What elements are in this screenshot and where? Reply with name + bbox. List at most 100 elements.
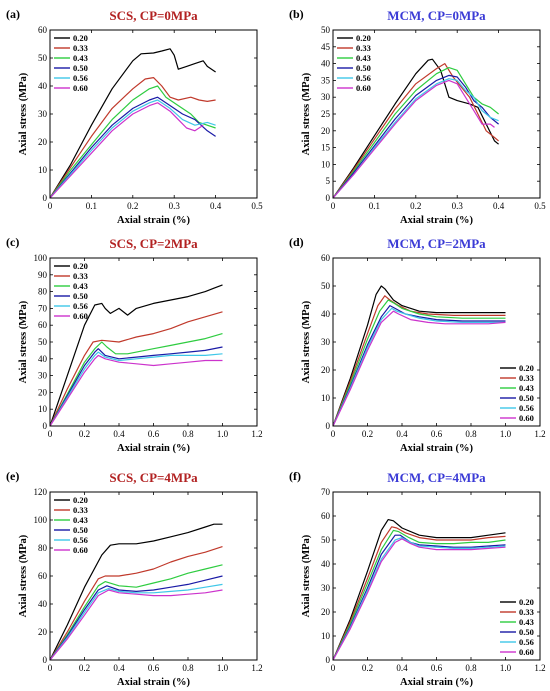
y-tick-label: 60 xyxy=(321,511,331,521)
y-tick-label: 0 xyxy=(43,193,48,203)
y-axis-label: Axial stress (MPa) xyxy=(301,72,312,155)
y-tick-label: 0 xyxy=(326,421,331,431)
series-line-0.20 xyxy=(49,48,216,199)
legend-label: 0.60 xyxy=(519,413,534,423)
y-tick-label: 0 xyxy=(43,655,48,665)
panel-title: MCM, CP=4MPa xyxy=(387,470,486,485)
series-line-0.60 xyxy=(49,354,223,427)
panel-label: (c) xyxy=(6,235,19,249)
series-line-0.60 xyxy=(49,102,204,199)
x-tick-label: 0.4 xyxy=(396,429,408,439)
y-tick-label: 100 xyxy=(34,515,48,525)
legend-label: 0.50 xyxy=(519,393,534,403)
series-line-0.43 xyxy=(49,85,216,199)
series-line-0.56 xyxy=(332,307,506,427)
legend-label: 0.20 xyxy=(356,33,371,43)
x-tick-label: 1.0 xyxy=(217,429,229,439)
series-line-0.43 xyxy=(49,333,223,427)
y-tick-label: 40 xyxy=(321,309,331,319)
x-tick-label: 0.8 xyxy=(182,429,194,439)
x-tick-label: 1.2 xyxy=(534,663,545,673)
y-tick-label: 40 xyxy=(321,559,331,569)
y-tick-label: 120 xyxy=(34,487,48,497)
series-line-0.20 xyxy=(49,523,223,661)
legend-label: 0.56 xyxy=(73,301,88,311)
panel-e: 0 0.2 0.4 0.6 0.8 1.0 1.2 0 20 40 60 80 100 120 Axial … xyxy=(6,469,263,688)
x-tick-label: 0.3 xyxy=(452,201,464,211)
y-axis-label: Axial stress (MPa) xyxy=(301,300,312,383)
x-tick-label: 1.0 xyxy=(500,429,512,439)
panel-label: (b) xyxy=(289,7,304,21)
legend-label: 0.33 xyxy=(73,505,88,515)
series-line-0.50 xyxy=(49,96,216,199)
legend: 0.200.330.430.500.560.60 xyxy=(54,261,88,321)
series-line-0.33 xyxy=(49,76,216,199)
legend-label: 0.33 xyxy=(519,373,534,383)
plot-frame xyxy=(49,257,258,427)
plot-frame xyxy=(49,29,258,199)
x-tick-label: 0.2 xyxy=(362,663,373,673)
x-tick-label: 0.8 xyxy=(465,663,477,673)
legend-label: 0.50 xyxy=(73,525,88,535)
x-tick-label: 0.4 xyxy=(113,663,125,673)
y-axis-label: Axial stress (MPa) xyxy=(301,534,312,617)
y-tick-label: 10 xyxy=(321,631,331,641)
y-tick-label: 50 xyxy=(38,53,48,63)
series-line-0.50 xyxy=(332,305,506,427)
legend-label: 0.50 xyxy=(356,63,371,73)
series-line-0.60 xyxy=(332,538,506,661)
x-axis-label: Axial strain (%) xyxy=(400,215,473,226)
legend-label: 0.43 xyxy=(519,383,534,393)
panel-label: (a) xyxy=(6,7,20,21)
series-line-0.20 xyxy=(332,58,499,199)
y-tick-label: 60 xyxy=(38,320,48,330)
y-tick-label: 40 xyxy=(321,59,331,69)
x-tick-label: 0 xyxy=(331,429,336,439)
y-tick-label: 15 xyxy=(321,143,331,153)
legend-label: 0.33 xyxy=(73,271,88,281)
y-tick-label: 50 xyxy=(321,281,331,291)
legend-label: 0.20 xyxy=(519,597,534,607)
x-tick-label: 1.0 xyxy=(500,663,512,673)
panel-title: MCM, CP=0MPa xyxy=(387,8,486,23)
x-tick-label: 0.5 xyxy=(251,201,263,211)
y-tick-label: 45 xyxy=(321,42,331,52)
series-line-0.56 xyxy=(49,351,223,427)
y-tick-label: 20 xyxy=(38,387,48,397)
series-line-0.20 xyxy=(332,518,506,661)
legend-label: 0.20 xyxy=(519,363,534,373)
x-tick-label: 0.1 xyxy=(86,201,97,211)
y-tick-label: 80 xyxy=(38,287,48,297)
x-axis-label: Axial strain (%) xyxy=(117,215,190,226)
y-tick-label: 10 xyxy=(38,404,48,414)
x-tick-label: 1.0 xyxy=(217,663,229,673)
x-tick-label: 0.6 xyxy=(431,429,443,439)
series-line-0.50 xyxy=(332,534,506,661)
panel-label: (f) xyxy=(289,469,301,483)
series-line-0.56 xyxy=(49,583,223,661)
legend: 0.200.330.430.500.560.60 xyxy=(54,495,88,555)
plot-frame xyxy=(49,491,258,661)
x-tick-label: 1.2 xyxy=(534,429,545,439)
y-tick-label: 50 xyxy=(321,25,331,35)
legend-label: 0.33 xyxy=(73,43,88,53)
y-tick-label: 0 xyxy=(326,655,331,665)
x-tick-label: 1.2 xyxy=(251,663,262,673)
plot-frame xyxy=(332,257,541,427)
series-line-0.60 xyxy=(49,589,223,661)
y-tick-label: 50 xyxy=(38,337,48,347)
legend-label: 0.56 xyxy=(519,403,534,413)
plot-frame xyxy=(332,29,541,199)
series-line-0.43 xyxy=(332,66,499,199)
legend: 0.200.330.430.500.560.60 xyxy=(500,363,534,423)
panel-label: (e) xyxy=(6,469,19,483)
y-tick-label: 0 xyxy=(326,193,331,203)
x-tick-label: 0.4 xyxy=(493,201,505,211)
legend-label: 0.50 xyxy=(519,627,534,637)
x-tick-label: 0.2 xyxy=(410,201,421,211)
y-tick-label: 0 xyxy=(43,421,48,431)
y-tick-label: 90 xyxy=(38,270,48,280)
x-tick-label: 0.8 xyxy=(465,429,477,439)
